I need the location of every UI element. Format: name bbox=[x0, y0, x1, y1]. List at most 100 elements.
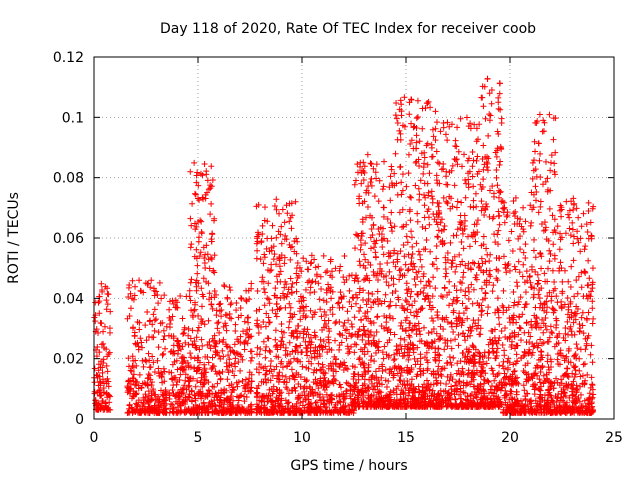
data-point bbox=[295, 272, 302, 279]
data-point bbox=[155, 344, 162, 351]
data-point bbox=[224, 376, 231, 383]
data-point bbox=[187, 364, 194, 371]
data-point bbox=[273, 301, 280, 308]
data-point bbox=[330, 372, 337, 379]
data-point bbox=[281, 219, 288, 226]
data-point bbox=[294, 260, 301, 267]
data-point bbox=[253, 307, 260, 314]
data-point bbox=[98, 341, 105, 348]
data-point bbox=[277, 268, 284, 275]
data-point bbox=[289, 290, 296, 297]
data-point bbox=[204, 177, 211, 184]
data-point bbox=[226, 356, 233, 363]
data-point bbox=[140, 363, 147, 370]
data-point bbox=[194, 262, 201, 269]
data-point bbox=[167, 400, 174, 407]
data-point bbox=[300, 255, 307, 262]
data-point bbox=[170, 404, 177, 411]
data-point bbox=[182, 339, 189, 346]
data-point bbox=[332, 337, 339, 344]
data-point bbox=[94, 402, 101, 409]
data-point bbox=[200, 399, 207, 406]
data-point bbox=[232, 355, 239, 362]
data-point bbox=[272, 285, 279, 292]
data-point bbox=[145, 371, 152, 378]
data-point bbox=[312, 309, 319, 316]
y-tick-label: 0 bbox=[75, 412, 84, 428]
data-point bbox=[196, 197, 203, 204]
data-point bbox=[191, 307, 198, 314]
data-point bbox=[255, 201, 262, 208]
data-point bbox=[100, 340, 107, 347]
data-point bbox=[228, 381, 235, 388]
data-point bbox=[200, 196, 207, 203]
data-point bbox=[205, 256, 212, 263]
data-point bbox=[222, 320, 229, 327]
data-point bbox=[303, 345, 310, 352]
data-point bbox=[281, 254, 288, 261]
data-point bbox=[96, 378, 103, 385]
data-point bbox=[103, 406, 110, 413]
data-point bbox=[211, 401, 218, 408]
data-point bbox=[211, 215, 218, 222]
data-point bbox=[231, 360, 238, 367]
data-point bbox=[196, 404, 203, 411]
data-point bbox=[104, 353, 111, 360]
data-point bbox=[209, 383, 216, 390]
data-point bbox=[283, 384, 290, 391]
data-point bbox=[207, 345, 214, 352]
data-point bbox=[283, 202, 290, 209]
data-point bbox=[137, 287, 144, 294]
data-point bbox=[104, 301, 111, 308]
data-point bbox=[235, 350, 242, 357]
data-point bbox=[231, 372, 238, 379]
data-point bbox=[260, 285, 267, 292]
data-point bbox=[128, 368, 135, 375]
data-point bbox=[124, 315, 131, 322]
data-point bbox=[147, 284, 154, 291]
data-point bbox=[213, 349, 220, 356]
data-point bbox=[130, 393, 137, 400]
y-tick-label: 0.04 bbox=[53, 291, 84, 307]
data-point bbox=[183, 293, 190, 300]
data-point bbox=[323, 383, 330, 390]
data-point bbox=[201, 373, 208, 380]
data-point bbox=[125, 363, 132, 370]
data-point bbox=[169, 386, 176, 393]
data-point bbox=[204, 251, 211, 258]
data-point bbox=[170, 301, 177, 308]
data-point bbox=[171, 392, 178, 399]
data-point bbox=[162, 405, 169, 412]
data-point bbox=[343, 335, 350, 342]
data-point bbox=[213, 291, 220, 298]
data-point bbox=[96, 373, 103, 380]
data-point bbox=[308, 339, 315, 346]
data-point bbox=[102, 378, 109, 385]
data-point bbox=[154, 357, 161, 364]
data-point bbox=[148, 392, 155, 399]
data-point bbox=[322, 343, 329, 350]
data-point bbox=[129, 277, 136, 284]
data-point bbox=[260, 338, 267, 345]
data-point bbox=[225, 352, 232, 359]
data-point bbox=[239, 356, 246, 363]
data-point bbox=[287, 275, 294, 282]
data-point bbox=[265, 280, 272, 287]
data-point bbox=[275, 379, 282, 386]
data-point bbox=[94, 406, 101, 413]
data-point bbox=[146, 357, 153, 364]
data-point bbox=[172, 297, 179, 304]
data-point bbox=[241, 398, 248, 405]
data-point bbox=[203, 369, 210, 376]
data-point bbox=[242, 376, 249, 383]
data-point bbox=[286, 318, 293, 325]
data-point bbox=[293, 250, 300, 257]
data-point bbox=[128, 404, 135, 411]
data-point bbox=[134, 318, 141, 325]
data-point bbox=[95, 367, 102, 374]
data-point bbox=[308, 252, 315, 259]
data-point bbox=[280, 329, 287, 336]
data-point bbox=[202, 264, 209, 271]
data-point bbox=[315, 263, 322, 270]
